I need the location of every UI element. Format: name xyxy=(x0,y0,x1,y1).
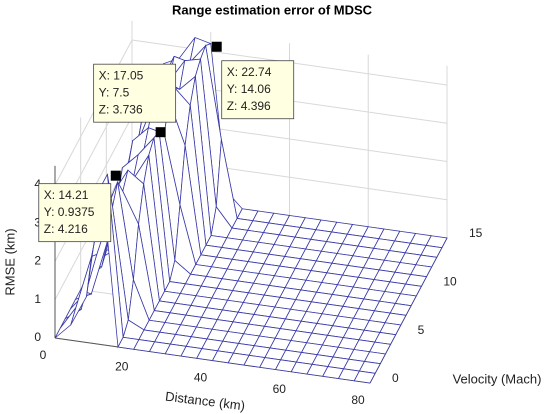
y-tick-label: 5 xyxy=(418,323,425,337)
datatip-box xyxy=(93,63,177,123)
z-axis-label: RMSE (km) xyxy=(2,228,17,295)
datatip-text: Z: 4.216 xyxy=(44,222,88,236)
datatip-box xyxy=(38,183,112,243)
datatip-text: Y: 14.06 xyxy=(227,82,271,96)
datatip-text: Z: 3.736 xyxy=(99,102,143,116)
datatip-text: X: 14.21 xyxy=(44,188,89,202)
x-tick-label: 0 xyxy=(40,348,47,362)
y-tick-label: 10 xyxy=(443,275,457,289)
datatip-marker xyxy=(110,170,121,181)
chart-title: Range estimation error of MDSC xyxy=(172,2,373,17)
y-tick-label: 15 xyxy=(469,226,483,240)
y-tick-label: 0 xyxy=(392,371,399,385)
datatip-text: Y: 7.5 xyxy=(99,85,130,99)
datatip-box xyxy=(221,60,295,120)
z-tick-label: 4 xyxy=(34,177,41,191)
y-axis-label: Velocity (Mach) xyxy=(453,371,542,386)
x-tick-label: 80 xyxy=(351,393,365,407)
z-tick-label: 3 xyxy=(34,215,41,229)
datatip-marker xyxy=(155,127,166,138)
datatip-text: X: 17.05 xyxy=(99,68,144,82)
datatip-text: Z: 4.396 xyxy=(227,99,271,113)
datatip-text: Y: 0.9375 xyxy=(44,205,95,219)
x-tick-label: 20 xyxy=(115,359,129,373)
x-axis-label: Distance (km) xyxy=(164,389,245,414)
x-tick-label: 60 xyxy=(273,382,287,396)
z-tick-label: 1 xyxy=(34,292,41,306)
mesh-cell xyxy=(353,370,376,384)
mesh-cell xyxy=(54,307,77,339)
z-tick-label: 2 xyxy=(34,254,41,268)
datatip-text: X: 22.74 xyxy=(227,65,272,79)
datatip-marker xyxy=(211,41,222,52)
z-tick-label: 0 xyxy=(34,330,41,344)
x-tick-label: 40 xyxy=(194,371,208,385)
